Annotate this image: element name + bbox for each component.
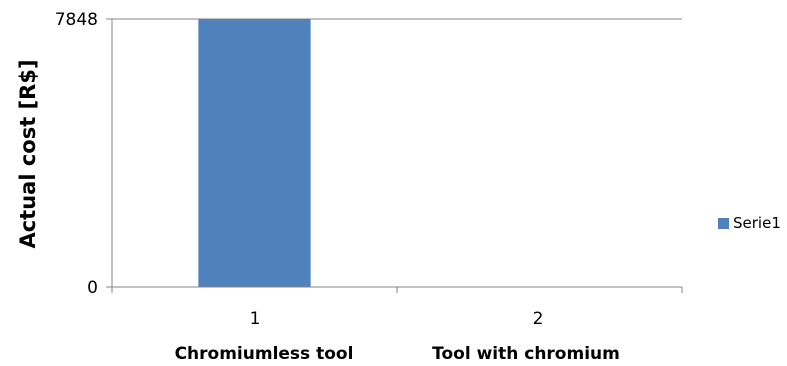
legend-swatch-serie1 [718,218,729,229]
x-tick-label-2: 2 [533,309,544,329]
category-label-2: Tool with chromium [432,344,620,364]
axis-layer [106,18,683,293]
legend: Serie1 [718,214,781,232]
bar-Serie1-1 [198,19,311,287]
y-tick-label-max: 7848 [55,10,98,30]
category-label-1: Chromiumless tool [175,344,354,364]
y-axis-title: Actual cost [R$] [16,59,40,248]
y-tick-label-zero: 0 [87,278,98,298]
bars-layer [198,19,311,287]
legend-label-serie1: Serie1 [733,214,781,232]
x-tick-label-1: 1 [250,309,261,329]
